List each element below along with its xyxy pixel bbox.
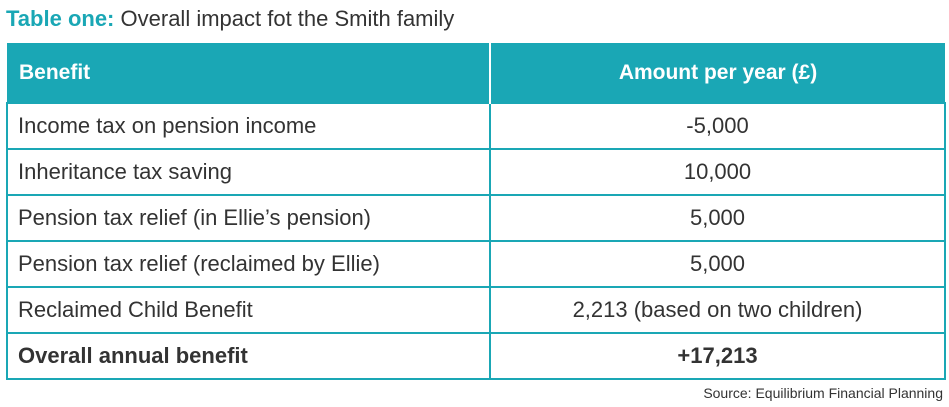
amount-cell: 5,000 (489, 240, 946, 288)
table-row: Inheritance tax saving 10,000 (6, 148, 946, 196)
header-row: Benefit Amount per year (£) (7, 43, 945, 103)
column-header-benefit: Benefit (7, 43, 491, 103)
caption-lead: Table one: (6, 6, 115, 31)
amount-cell: 2,213 (based on two children) (489, 286, 946, 334)
benefit-cell: Pension tax relief (in Ellie’s pension) (6, 194, 491, 242)
total-row: Overall annual benefit +17,213 (6, 332, 946, 380)
amount-cell: 5,000 (489, 194, 946, 242)
source-note: Source: Equilibrium Financial Planning (703, 385, 943, 401)
total-amount-cell: +17,213 (489, 332, 946, 380)
benefit-cell: Inheritance tax saving (6, 148, 491, 196)
benefit-cell: Reclaimed Child Benefit (6, 286, 491, 334)
benefit-cell: Pension tax relief (reclaimed by Ellie) (6, 240, 491, 288)
column-header-amount: Amount per year (£) (490, 43, 945, 103)
benefit-cell: Income tax on pension income (6, 102, 491, 150)
table-row: Pension tax relief (reclaimed by Ellie) … (6, 240, 946, 288)
total-label-cell: Overall annual benefit (6, 332, 491, 380)
caption-text: Overall impact fot the Smith family (120, 6, 455, 31)
table-row: Reclaimed Child Benefit 2,213 (based on … (6, 286, 946, 334)
amount-cell: -5,000 (489, 102, 946, 150)
table-row: Income tax on pension income -5,000 (6, 102, 946, 150)
impact-table: Benefit Amount per year (£) Income tax o… (6, 43, 946, 380)
table-row: Pension tax relief (in Ellie’s pension) … (6, 194, 946, 242)
amount-cell: 10,000 (489, 148, 946, 196)
table-caption: Table one: Overall impact fot the Smith … (6, 6, 454, 32)
